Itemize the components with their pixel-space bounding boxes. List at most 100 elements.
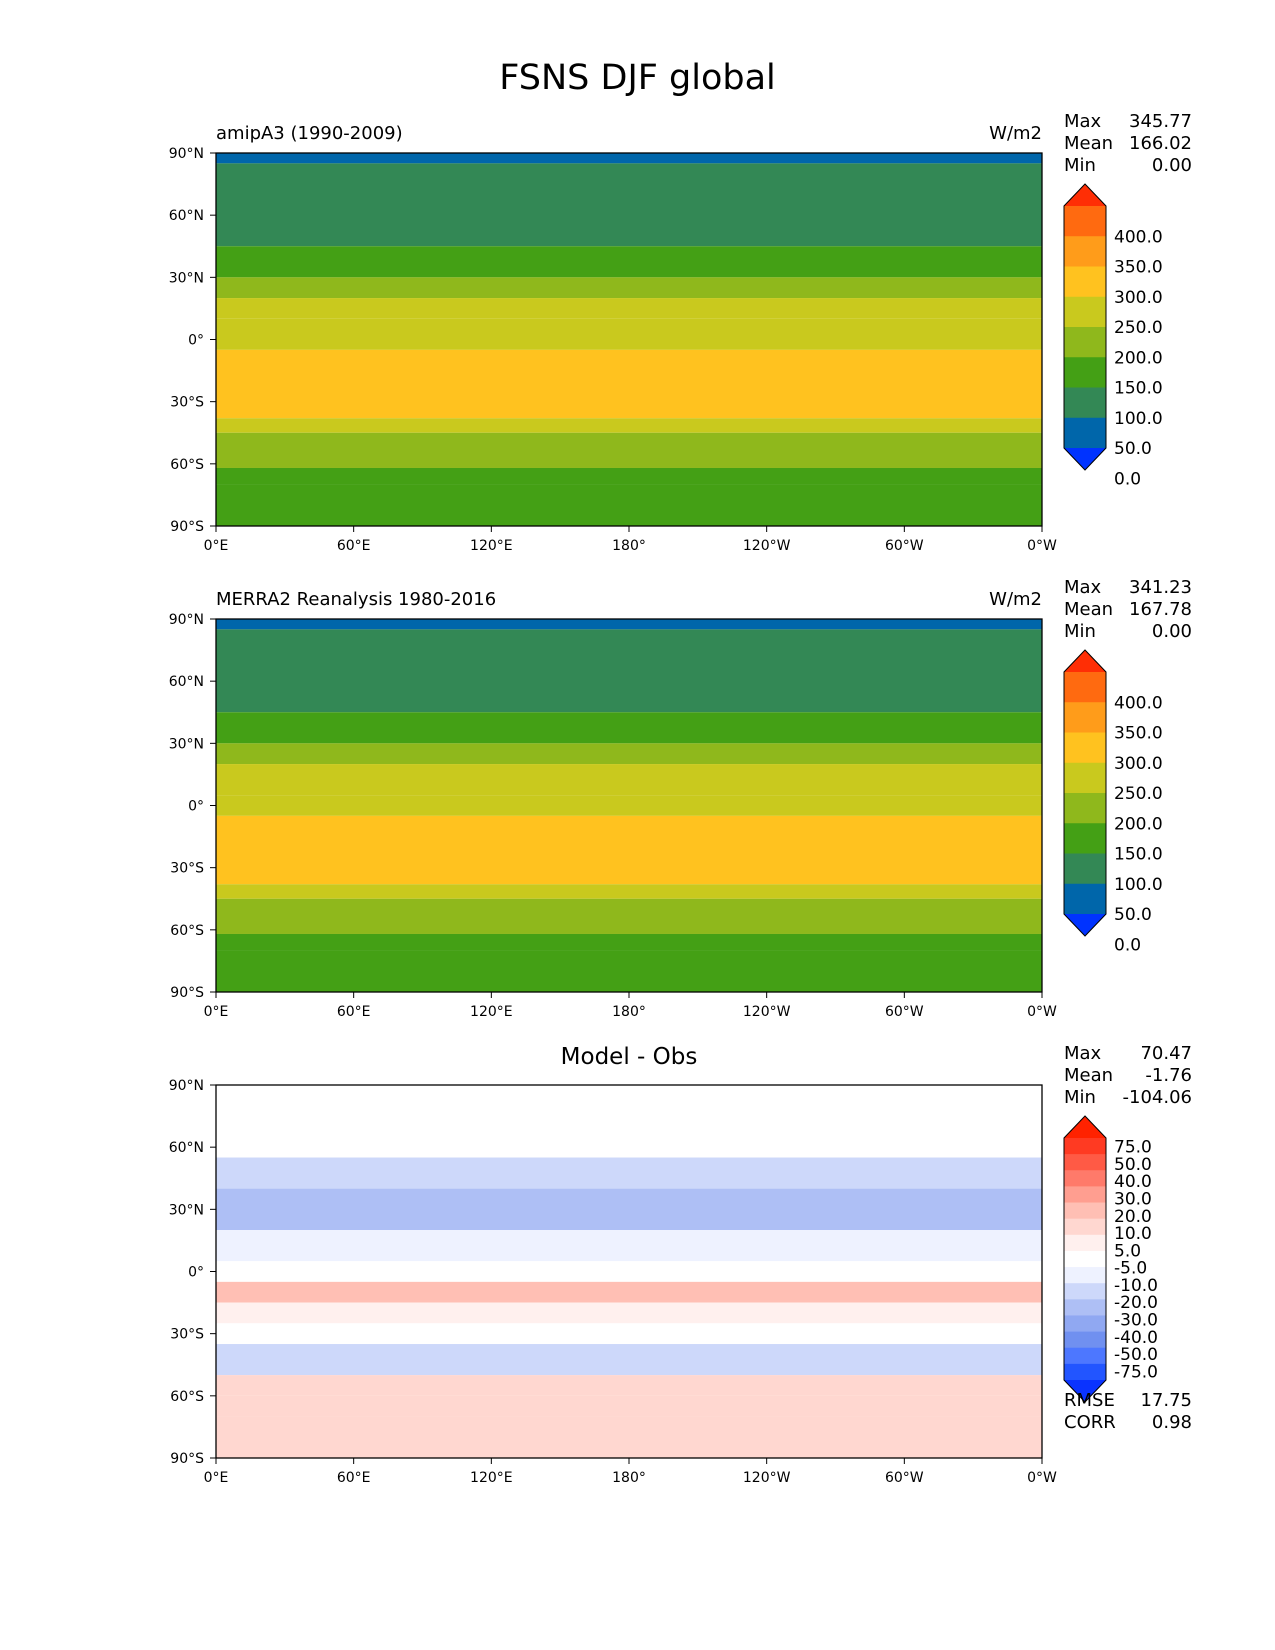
lat-band-2 bbox=[216, 246, 1042, 278]
colorbar-swatch bbox=[1064, 762, 1106, 794]
colorbar-label: 10.0 bbox=[1114, 1224, 1152, 1244]
lat-band-2 bbox=[216, 1188, 1042, 1231]
lat-band-6 bbox=[216, 1302, 1042, 1324]
lon-tick-label: 120°W bbox=[743, 1004, 791, 1020]
lat-tick-label: 90°S bbox=[170, 519, 204, 535]
lon-tick-label: 60°W bbox=[885, 538, 924, 554]
colorbar-swatch bbox=[1064, 1234, 1106, 1252]
colorbar-label: -50.0 bbox=[1114, 1345, 1158, 1365]
colorbar-label: 0.0 bbox=[1114, 469, 1141, 489]
colorbar-label: 50.0 bbox=[1114, 905, 1152, 925]
colorbar-label: 400.0 bbox=[1114, 693, 1163, 713]
colorbar-label: 0.0 bbox=[1114, 935, 1141, 955]
lat-band-5 bbox=[216, 318, 1042, 350]
colorbar-outline bbox=[1063, 649, 1107, 937]
bottom-stats: RMSE 17.75 CORR 0.98 bbox=[1064, 1390, 1192, 1434]
lat-tick-label: 0° bbox=[188, 1265, 204, 1281]
colorbar-extend-top bbox=[1064, 1116, 1106, 1138]
lat-tick-label: 90°S bbox=[170, 1451, 204, 1467]
colorbar-swatch bbox=[1064, 1315, 1106, 1333]
map-plot: 90°N 60°N 30°N 0° 30°S 60°S 90°S0°E 60°E 120°E 18… bbox=[169, 1078, 1057, 1486]
lat-tick-label: 90°N bbox=[169, 612, 204, 628]
field-layer bbox=[216, 619, 1042, 992]
colorbar-swatch bbox=[1064, 883, 1106, 915]
lat-band-5 bbox=[216, 795, 1042, 816]
lat-band-4 bbox=[216, 1261, 1042, 1282]
colorbar-label: -75.0 bbox=[1114, 1362, 1158, 1382]
lat-tick-label: 60°S bbox=[170, 457, 204, 473]
lon-tick-label: 0°E bbox=[204, 1470, 229, 1486]
lat-tick-label: 60°S bbox=[170, 1389, 204, 1405]
units-label: W/m2 bbox=[989, 123, 1042, 144]
lat-band-2 bbox=[216, 712, 1042, 744]
colorbar-extend-bottom bbox=[1064, 914, 1106, 936]
colorbar-swatch bbox=[1064, 387, 1106, 419]
stat-max: Max 341.23 bbox=[1064, 577, 1192, 598]
lat-band-7 bbox=[216, 884, 1042, 899]
colorbar-label: 300.0 bbox=[1114, 754, 1163, 774]
colorbar-swatch bbox=[1064, 1363, 1106, 1381]
lat-band-3 bbox=[216, 743, 1042, 765]
lon-tick-label: 0°W bbox=[1027, 538, 1057, 554]
colorbar: 75.050.040.030.020.010.05.0-5.0-10.0-20.… bbox=[1063, 1115, 1158, 1403]
lon-tick-label: 120°E bbox=[470, 538, 513, 554]
lat-band-3 bbox=[216, 1230, 1042, 1262]
lon-tick-label: 0°W bbox=[1027, 1470, 1057, 1486]
colorbar-swatch bbox=[1064, 853, 1106, 885]
lat-band-10 bbox=[216, 484, 1042, 526]
colorbar-swatch bbox=[1064, 1347, 1106, 1365]
colorbar-swatch bbox=[1064, 236, 1106, 267]
colorbar-label: 200.0 bbox=[1114, 348, 1163, 368]
colorbar-swatch bbox=[1064, 296, 1106, 328]
colorbar-label: 30.0 bbox=[1114, 1190, 1152, 1210]
colorbar: 400.0 350.0 300.0 250.0 200.0 150.0 100.0 50.0 0… bbox=[1063, 183, 1163, 489]
lat-band-8 bbox=[216, 1344, 1042, 1376]
colorbar-swatch bbox=[1064, 206, 1106, 237]
lat-tick-label: 30°N bbox=[169, 270, 204, 286]
units-label: W/m2 bbox=[989, 589, 1042, 610]
field-layer bbox=[216, 153, 1042, 526]
page-title: FSNS DJF global bbox=[499, 58, 776, 98]
colorbar-swatch bbox=[1064, 1186, 1106, 1204]
panel-title: Model - Obs bbox=[560, 1044, 698, 1070]
lat-band-7 bbox=[216, 1323, 1042, 1345]
lon-tick-label: 60°E bbox=[337, 1470, 371, 1486]
colorbar-label: 100.0 bbox=[1114, 875, 1163, 895]
colorbar-label: -5.0 bbox=[1114, 1259, 1147, 1279]
lat-tick-label: 60°S bbox=[170, 923, 204, 939]
lat-band-6 bbox=[216, 815, 1042, 885]
lat-band-1 bbox=[216, 629, 1042, 713]
lat-band-4 bbox=[216, 764, 1042, 796]
lat-tick-label: 90°N bbox=[169, 146, 204, 162]
colorbar-extend-bottom bbox=[1064, 1380, 1106, 1402]
colorbar-label: -20.0 bbox=[1114, 1293, 1158, 1313]
lat-tick-label: 30°S bbox=[170, 395, 204, 411]
lat-band-0 bbox=[216, 619, 1042, 630]
lat-tick-label: 90°S bbox=[170, 985, 204, 1001]
colorbar-swatch bbox=[1064, 327, 1106, 358]
lon-tick-label: 60°E bbox=[337, 1004, 371, 1020]
stat-min: Min -104.06 bbox=[1064, 1087, 1192, 1108]
lat-band-3 bbox=[216, 277, 1042, 299]
lon-tick-label: 0°E bbox=[204, 1004, 229, 1020]
lat-tick-label: 90°N bbox=[169, 1078, 204, 1094]
colorbar-swatch bbox=[1064, 1250, 1106, 1268]
lat-tick-label: 30°N bbox=[169, 1202, 204, 1218]
stat-max: Max 345.77 bbox=[1064, 111, 1192, 132]
stats-box: Max 341.23 Mean 167.78 Min 0.00 bbox=[1064, 577, 1192, 643]
lon-tick-label: 180° bbox=[612, 1004, 646, 1020]
lat-band-6 bbox=[216, 349, 1042, 419]
colorbar-outline bbox=[1063, 183, 1107, 471]
colorbar-swatch bbox=[1064, 1138, 1106, 1155]
lon-tick-label: 60°W bbox=[885, 1470, 924, 1486]
colorbar-swatch bbox=[1064, 357, 1106, 388]
colorbar-label: 150.0 bbox=[1114, 845, 1163, 865]
colorbar-swatch bbox=[1064, 672, 1106, 703]
lat-band-9 bbox=[216, 933, 1042, 951]
colorbar-label: 75.0 bbox=[1114, 1138, 1152, 1158]
stat-min: Min 0.00 bbox=[1064, 155, 1192, 176]
colorbar-label: 40.0 bbox=[1114, 1172, 1152, 1192]
colorbar-swatch bbox=[1064, 702, 1106, 733]
stats-box: Max 70.47 Mean -1.76 Min -104.06 bbox=[1064, 1043, 1192, 1109]
colorbar: 400.0 350.0 300.0 250.0 200.0 150.0 100.0 50.0 0… bbox=[1063, 649, 1163, 955]
